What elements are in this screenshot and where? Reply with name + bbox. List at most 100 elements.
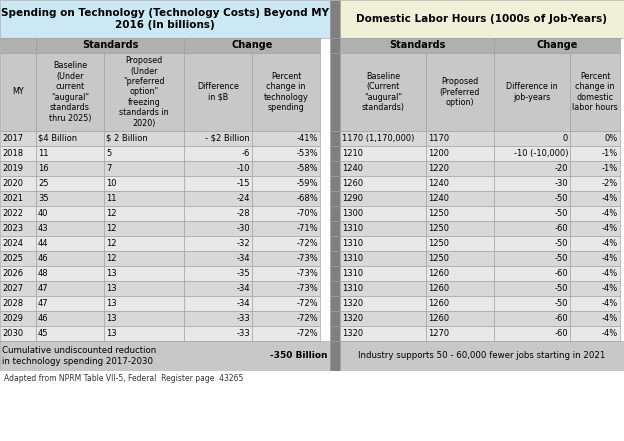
Bar (184, 38, 320, 53)
Text: 12: 12 (106, 254, 117, 263)
Bar (0, 221, 36, 236)
Text: -4%: -4% (602, 284, 618, 293)
Text: 1260: 1260 (428, 269, 449, 278)
Bar (426, 161, 494, 176)
Text: 13: 13 (106, 284, 117, 293)
Bar (0, 281, 36, 296)
Text: 2023: 2023 (2, 224, 23, 233)
Bar (36, 311, 104, 326)
Text: -60: -60 (554, 314, 568, 323)
Text: -50: -50 (555, 239, 568, 248)
Bar (570, 131, 620, 146)
Bar (0, 266, 36, 281)
Bar (494, 266, 570, 281)
Text: -60: -60 (554, 224, 568, 233)
Text: -6: -6 (241, 149, 250, 158)
Text: 12: 12 (106, 239, 117, 248)
Bar (184, 206, 252, 221)
Text: -34: -34 (236, 284, 250, 293)
Text: -73%: -73% (296, 284, 318, 293)
Text: 35: 35 (38, 194, 49, 203)
Bar (252, 281, 320, 296)
Text: Standards: Standards (389, 41, 445, 51)
Bar (184, 131, 252, 146)
Bar (0, 296, 36, 311)
Bar (426, 146, 494, 161)
Bar (36, 236, 104, 251)
Bar (104, 176, 184, 191)
Text: -4%: -4% (602, 329, 618, 338)
Bar (570, 326, 620, 341)
Bar (0, 176, 36, 191)
Text: -10 (-10,000): -10 (-10,000) (514, 149, 568, 158)
Bar (0, 251, 36, 266)
Text: Proposed
(Preferred
option): Proposed (Preferred option) (440, 77, 480, 107)
Bar (330, 311, 340, 326)
Text: 1240: 1240 (428, 179, 449, 188)
Bar (184, 251, 252, 266)
Text: -4%: -4% (602, 224, 618, 233)
Text: -50: -50 (555, 299, 568, 308)
Bar (0, 311, 36, 326)
Bar (104, 311, 184, 326)
Text: -73%: -73% (296, 269, 318, 278)
Bar (104, 221, 184, 236)
Bar (104, 131, 184, 146)
Text: 43: 43 (38, 224, 49, 233)
Bar (494, 311, 570, 326)
Bar (570, 251, 620, 266)
Text: 1320: 1320 (342, 314, 363, 323)
Text: Baseline
(Current
"augural"
standards): Baseline (Current "augural" standards) (361, 72, 404, 112)
Text: 2024: 2024 (2, 239, 23, 248)
Bar (104, 53, 184, 131)
Bar (426, 296, 494, 311)
Text: -2%: -2% (602, 179, 618, 188)
Bar (184, 146, 252, 161)
Bar (252, 176, 320, 191)
Bar (340, 251, 426, 266)
Text: 12: 12 (106, 209, 117, 218)
Text: 25: 25 (38, 179, 49, 188)
Text: -72%: -72% (296, 239, 318, 248)
Text: 1240: 1240 (342, 164, 363, 173)
Text: Domestic Labor Hours (1000s of Job-Years): Domestic Labor Hours (1000s of Job-Years… (356, 14, 608, 24)
Text: -4%: -4% (602, 269, 618, 278)
Bar (340, 221, 426, 236)
Bar (570, 266, 620, 281)
Text: 13: 13 (106, 269, 117, 278)
Text: 2020: 2020 (2, 179, 23, 188)
Text: -41%: -41% (296, 134, 318, 143)
Bar (36, 266, 104, 281)
Bar (570, 296, 620, 311)
Text: -4%: -4% (602, 194, 618, 203)
Bar (330, 341, 340, 371)
Bar (36, 161, 104, 176)
Text: Standards: Standards (82, 41, 138, 51)
Bar (570, 176, 620, 191)
Bar (494, 53, 570, 131)
Bar (252, 221, 320, 236)
Text: Difference in
job-years: Difference in job-years (506, 82, 558, 102)
Text: 2017: 2017 (2, 134, 23, 143)
Text: Percent
change in
domestic
labor hours: Percent change in domestic labor hours (572, 72, 618, 112)
Text: -53%: -53% (296, 149, 318, 158)
Bar (494, 131, 570, 146)
Text: Proposed
(Under
"preferred
option"
freezing
standards in
2020): Proposed (Under "preferred option" freez… (119, 56, 169, 128)
Bar (570, 281, 620, 296)
Bar (494, 251, 570, 266)
Bar (340, 311, 426, 326)
Bar (0, 371, 624, 386)
Bar (426, 251, 494, 266)
Text: 1220: 1220 (428, 164, 449, 173)
Bar (252, 161, 320, 176)
Bar (426, 236, 494, 251)
Text: 1250: 1250 (428, 224, 449, 233)
Bar (494, 221, 570, 236)
Bar (330, 236, 340, 251)
Bar (36, 296, 104, 311)
Bar (0, 146, 36, 161)
Bar (252, 146, 320, 161)
Bar (36, 38, 184, 53)
Bar (330, 146, 340, 161)
Bar (184, 221, 252, 236)
